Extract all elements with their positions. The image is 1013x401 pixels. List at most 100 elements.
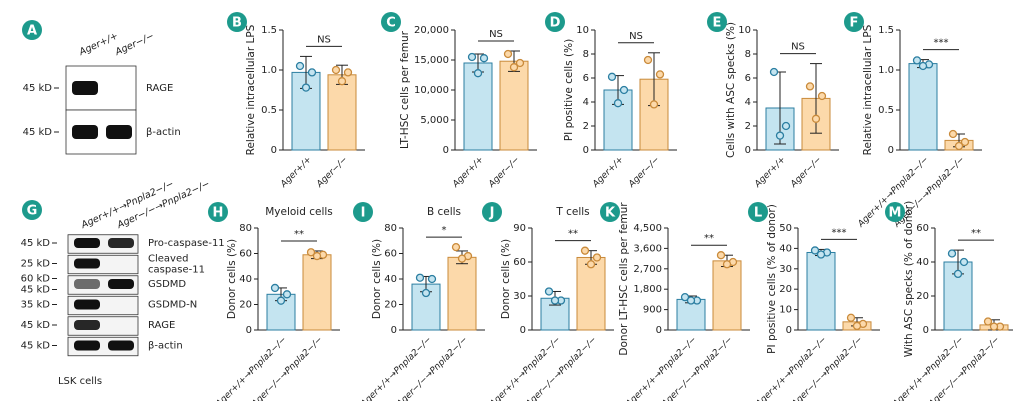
data-point (948, 129, 958, 139)
panel-letter: B (232, 16, 242, 31)
panel-badge (208, 202, 228, 222)
significance-label: *** (832, 227, 847, 238)
panel-letter: A (27, 24, 37, 39)
data-point (769, 67, 779, 77)
y-axis-label: Relative intracellular LPS (245, 24, 257, 155)
data-point (680, 292, 690, 302)
x-tick-label: Ager+/+→Pnpla2−/− (488, 335, 563, 401)
x-tick-label: Ager−/− (788, 155, 824, 191)
y-tick-label: 0 (271, 145, 277, 156)
y-tick-label: 2 (745, 121, 751, 132)
data-point (722, 260, 732, 269)
chart-title: Myeloid cells (265, 206, 333, 218)
y-tick-label: 1.0 (878, 65, 894, 76)
x-tick-label: Ager+/+ (590, 155, 626, 191)
x-tick-label: Ager+/+ (450, 155, 486, 191)
y-tick-label: 20,000 (414, 25, 449, 36)
molecular-weight: 60 kD (21, 274, 51, 285)
blot-band (74, 258, 100, 269)
molecular-weight: 45 kD (21, 285, 51, 296)
y-tick-label: 60 (916, 223, 929, 234)
y-tick-label: 50 (779, 223, 792, 234)
data-point (817, 91, 827, 101)
panel-letter: E (713, 16, 722, 31)
significance-label: ** (568, 229, 578, 240)
data-point (643, 55, 653, 65)
y-tick-label: 0 (656, 325, 662, 336)
y-tick-label: 10,000 (414, 85, 449, 96)
y-tick-label: 40 (239, 274, 252, 285)
data-point (467, 52, 477, 62)
x-tick-label: Ager+/+ (278, 155, 314, 191)
chart-title: T cells (555, 206, 589, 218)
y-tick-label: 4 (745, 97, 751, 108)
data-point (592, 253, 602, 262)
blot-label: Pro-caspase-11 (148, 238, 225, 249)
blot-band (106, 125, 132, 139)
significance-label: ** (971, 228, 981, 239)
data-point (619, 85, 629, 95)
lane-label: Ager+/+ (77, 31, 120, 59)
y-tick-label: 20 (779, 284, 792, 295)
y-tick-label: 5,000 (420, 115, 449, 126)
x-tick-label: Ager+/+→Pnpla2−/− (891, 335, 966, 401)
panel-letter: L (754, 206, 762, 221)
panel-badge (748, 202, 768, 222)
data-point (983, 317, 993, 326)
y-tick-label: 2,700 (633, 264, 662, 275)
data-point (781, 121, 791, 131)
panel-badge (482, 202, 502, 222)
x-tick-label: Ager+/+→Pnpla2−/− (359, 335, 434, 401)
panel-letter: K (605, 206, 616, 221)
data-point (415, 273, 425, 282)
y-tick-label: 0 (443, 145, 449, 156)
data-point (509, 63, 519, 72)
lane-label: Ager−/− (113, 31, 156, 59)
molecular-weight: 45 kD (21, 320, 51, 331)
blot-band (72, 81, 98, 95)
y-tick-label: 20 (916, 291, 929, 302)
y-tick-label: 1.0 (261, 65, 277, 76)
y-tick-label: 3,600 (633, 243, 662, 254)
data-point (959, 257, 969, 267)
bar (806, 251, 836, 331)
data-point (503, 49, 513, 59)
y-tick-label: 1.5 (261, 25, 277, 36)
y-tick-label: 60 (239, 249, 252, 260)
y-axis-label: Donor cells (%) (371, 239, 383, 319)
blot-band (108, 238, 134, 248)
blot-band (74, 279, 100, 289)
blot-label: RAGE (148, 320, 175, 331)
y-tick-label: 90 (513, 223, 526, 234)
data-point (607, 72, 617, 81)
data-point (686, 296, 696, 305)
data-point (427, 274, 437, 284)
data-point (810, 246, 820, 255)
y-tick-label: 15,000 (414, 55, 449, 66)
data-point (331, 65, 341, 75)
data-point (989, 322, 999, 331)
data-point (580, 246, 590, 255)
bar (463, 62, 493, 151)
panel-letter: M (889, 206, 902, 221)
y-tick-label: 8 (745, 49, 751, 60)
data-point (954, 141, 964, 151)
data-point (947, 249, 957, 258)
significance-label: NS (791, 42, 805, 53)
data-point (270, 283, 280, 293)
y-tick-label: 900 (643, 305, 662, 316)
data-point (852, 321, 862, 331)
significance-label: ** (704, 233, 714, 244)
x-tick-label: Ager+/+ (752, 155, 788, 191)
y-tick-label: 0 (786, 325, 792, 336)
y-axis-label: LT-HSC cells per femur (399, 30, 411, 149)
panel-badge (22, 20, 42, 40)
y-tick-label: 20 (384, 300, 397, 311)
molecular-weight: 35 kD (21, 300, 51, 311)
y-tick-label: 10 (576, 25, 589, 36)
data-point (811, 114, 821, 123)
data-point (655, 70, 665, 79)
y-tick-label: 30 (513, 291, 526, 302)
blot-band (74, 320, 100, 330)
